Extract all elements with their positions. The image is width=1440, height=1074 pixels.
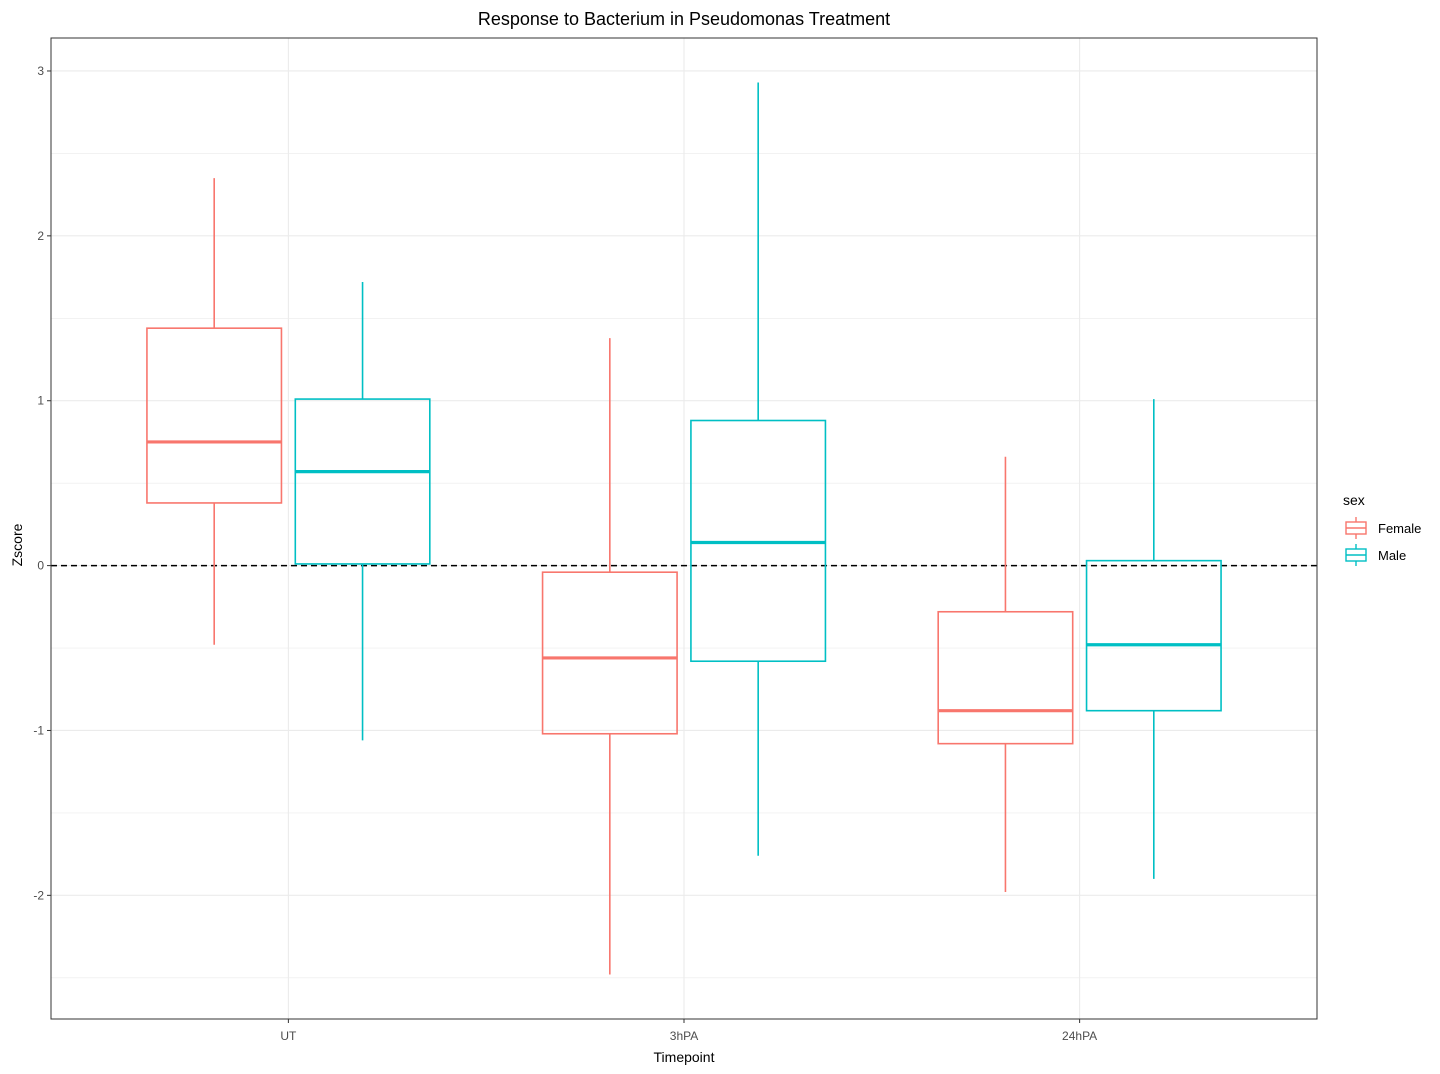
box-layer xyxy=(146,82,1222,975)
grid xyxy=(51,38,1317,1019)
legend-label: Female xyxy=(1378,521,1421,536)
y-axis-title: Zscore xyxy=(9,523,25,566)
box-male-ut xyxy=(294,282,431,741)
box-female-24hpa xyxy=(937,456,1074,893)
box-female-3hpa xyxy=(541,338,678,975)
y-tick-label: 3 xyxy=(37,64,44,78)
legend-label: Male xyxy=(1378,548,1406,563)
legend-title: sex xyxy=(1343,492,1365,508)
box-iqr xyxy=(690,419,827,663)
box-iqr xyxy=(541,571,678,735)
legend-item-female: Female xyxy=(1345,517,1421,539)
legend-item-male: Male xyxy=(1345,544,1406,566)
x-tick-label: UT xyxy=(280,1029,297,1043)
y-tick-label: 1 xyxy=(37,394,44,408)
box-male-24hpa xyxy=(1085,399,1222,879)
y-tick-label: 0 xyxy=(37,559,44,573)
x-tick-label: 24hPA xyxy=(1062,1029,1097,1043)
legend: sex Female Male xyxy=(1343,492,1421,566)
box-female-ut xyxy=(146,178,283,645)
x-axis-title: Timepoint xyxy=(654,1049,715,1065)
y-tick-label: -2 xyxy=(33,888,44,902)
x-tick-label: 3hPA xyxy=(670,1029,698,1043)
box-iqr xyxy=(937,610,1074,745)
y-tick-label: -1 xyxy=(33,723,44,737)
y-axis-ticks: -2 -1 0 1 2 3 xyxy=(33,64,51,902)
x-axis-ticks: UT 3hPA 24hPA xyxy=(280,1019,1097,1043)
box-male-3hpa xyxy=(690,82,827,856)
box-iqr xyxy=(146,327,283,504)
chart-title: Response to Bacterium in Pseudomonas Tre… xyxy=(478,9,890,29)
box-iqr xyxy=(1085,559,1222,712)
y-tick-label: 2 xyxy=(37,229,44,243)
box-iqr xyxy=(294,398,431,565)
